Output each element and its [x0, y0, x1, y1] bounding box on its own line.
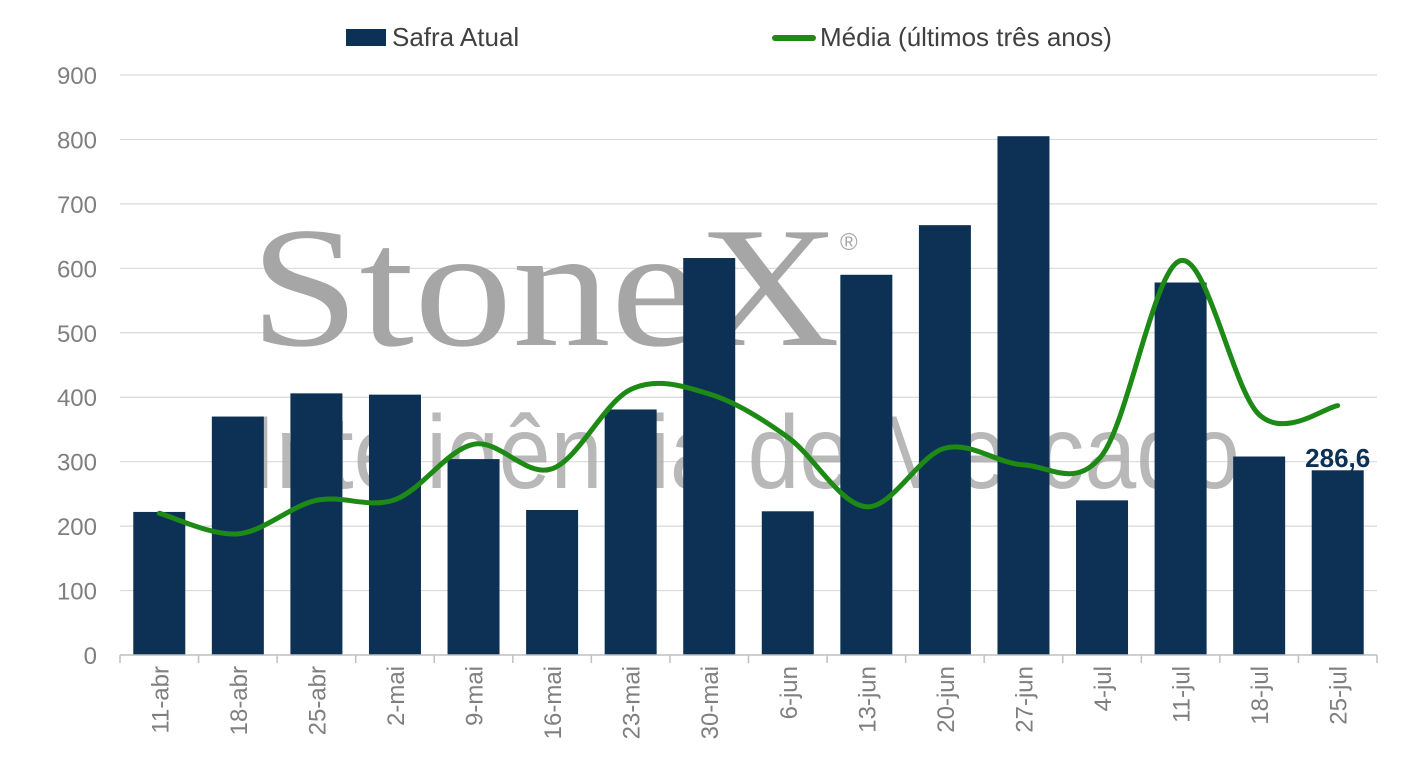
y-tick-label: 0 [84, 643, 97, 670]
x-tick-label: 11-abr [147, 666, 174, 734]
y-tick-label: 400 [57, 385, 97, 412]
legend: Safra Atual Média (últimos três anos) [0, 22, 1418, 62]
data-label: 286,6 [1305, 443, 1370, 473]
y-tick-label: 200 [57, 514, 97, 541]
bar [447, 459, 500, 655]
x-tick-label: 9-mai [462, 666, 489, 726]
legend-label-media: Média (últimos três anos) [820, 22, 1112, 52]
bar [761, 511, 814, 655]
x-tick-label: 20-jun [933, 666, 960, 733]
y-tick-label: 500 [57, 321, 97, 348]
bar [997, 136, 1050, 655]
watermark-registered: ® [840, 229, 858, 256]
x-tick-label: 25-abr [304, 666, 331, 735]
x-tick-label: 27-jun [1011, 666, 1038, 733]
bar [526, 510, 579, 655]
legend-swatch-line [772, 34, 816, 41]
bar [1233, 456, 1286, 655]
legend-item-media: Média (últimos três anos) [772, 22, 1112, 53]
bar [1076, 500, 1129, 655]
bar [368, 394, 421, 655]
y-tick-label: 100 [57, 579, 97, 606]
x-tick-label: 23-mai [619, 666, 646, 739]
x-tick-label: 13-jun [854, 666, 881, 733]
bar [290, 393, 343, 655]
legend-item-safra-atual: Safra Atual [346, 22, 519, 53]
bar [604, 409, 657, 655]
watermark-brand: StoneX [250, 193, 840, 383]
legend-label-safra-atual: Safra Atual [392, 22, 520, 52]
bar [1311, 470, 1364, 655]
x-tick-label: 25-jul [1326, 666, 1353, 725]
x-tick-label: 6-jun [776, 666, 803, 719]
y-tick-label: 300 [57, 450, 97, 477]
x-tick-label: 30-mai [697, 666, 724, 739]
x-tick-label: 11-jul [1169, 666, 1196, 723]
x-tick-label: 4-jul [1090, 666, 1117, 711]
bar [918, 225, 971, 655]
y-tick-label: 900 [57, 63, 97, 90]
bar [683, 258, 736, 655]
x-tick-label: 16-mai [540, 666, 567, 739]
series-line-media [156, 258, 1341, 537]
y-tick-label: 600 [57, 256, 97, 283]
bar [1154, 282, 1207, 655]
bar [133, 511, 186, 655]
x-tick-label: 2-mai [383, 666, 410, 726]
y-tick-label: 800 [57, 127, 97, 154]
bar [840, 274, 893, 655]
x-tick-label: 18-jul [1247, 666, 1274, 725]
x-tick-label: 18-abr [226, 666, 253, 735]
legend-swatch-bar [346, 29, 386, 46]
y-tick-label: 700 [57, 192, 97, 219]
